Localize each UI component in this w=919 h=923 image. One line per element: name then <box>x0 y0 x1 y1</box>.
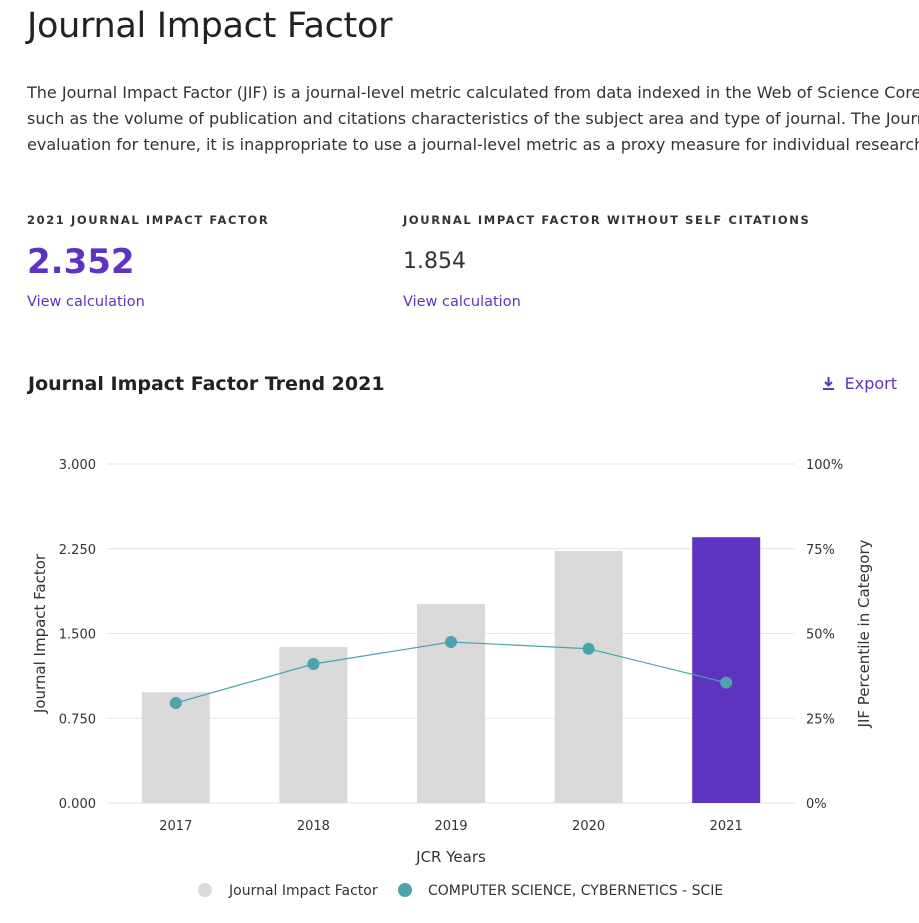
x-tick-label: 2018 <box>297 819 330 834</box>
metric-jif: 2021 JOURNAL IMPACT FACTOR 2.352 View ca… <box>27 213 269 310</box>
percentile-point-2021 <box>720 676 733 689</box>
percentile-point-2020 <box>582 642 595 655</box>
bar-2021 <box>692 537 761 803</box>
metric-jif-without-self: JOURNAL IMPACT FACTOR WITHOUT SELF CITAT… <box>403 213 810 310</box>
y2-tick-label: 75% <box>806 543 835 558</box>
bar-2020 <box>554 551 623 803</box>
description-line: evaluation for tenure, it is inappropria… <box>27 135 919 154</box>
y-tick-label: 3.000 <box>59 458 96 473</box>
y2-tick-label: 100% <box>806 458 843 473</box>
x-axis-title: JCR Years <box>415 848 486 866</box>
x-tick-label: 2017 <box>159 819 192 834</box>
legend-label-jif: Journal Impact Factor <box>228 883 378 899</box>
x-tick-label: 2021 <box>710 819 743 834</box>
page-title: Journal Impact Factor <box>27 6 393 46</box>
view-calculation-link[interactable]: View calculation <box>403 294 521 310</box>
description-line: The Journal Impact Factor (JIF) is a jou… <box>27 83 919 102</box>
metric-jif-without-self-value: 1.854 <box>403 249 466 274</box>
jif-trend-chart: 0.000 0.750 1.500 2.250 3.000 0% 25% 50% 75% 100%… <box>31 458 873 899</box>
percentile-point-2017 <box>169 696 182 709</box>
bar-2018 <box>279 647 348 803</box>
y-tick-label: 0.750 <box>59 712 96 727</box>
trend-title: Journal Impact Factor Trend 2021 <box>28 373 385 395</box>
y-axis-title: Journal Impact Factor <box>31 553 49 714</box>
y2-tick-label: 25% <box>806 712 835 727</box>
legend-swatch-category <box>398 883 412 897</box>
x-tick-label: 2020 <box>572 819 605 834</box>
metric-jif-without-self-label: JOURNAL IMPACT FACTOR WITHOUT SELF CITAT… <box>403 213 811 227</box>
description-line: such as the volume of publication and ci… <box>27 109 919 128</box>
bar-2019 <box>417 604 485 803</box>
legend-label-category: COMPUTER SCIENCE, CYBERNETICS - SCIE <box>428 883 723 899</box>
percentile-point-2018 <box>307 658 320 671</box>
y-tick-label: 2.250 <box>59 543 96 558</box>
x-tick-label: 2019 <box>434 819 467 834</box>
view-calculation-link[interactable]: View calculation <box>27 294 145 310</box>
download-icon <box>822 376 835 391</box>
y-tick-label: 0.000 <box>59 797 96 812</box>
y2-axis-title: JIF Percentile in Category <box>855 539 873 728</box>
metric-jif-label: 2021 JOURNAL IMPACT FACTOR <box>27 213 270 227</box>
bar-2017 <box>141 692 210 803</box>
description: The Journal Impact Factor (JIF) is a jou… <box>27 80 919 158</box>
export-label: Export <box>844 374 897 393</box>
metric-jif-value: 2.352 <box>27 242 135 282</box>
export-button[interactable]: Export <box>822 374 897 393</box>
y-tick-label: 1.500 <box>59 628 96 643</box>
y2-tick-label: 50% <box>806 628 835 643</box>
y2-tick-label: 0% <box>806 797 827 812</box>
legend-swatch-jif <box>198 883 212 897</box>
percentile-point-2019 <box>445 635 457 648</box>
